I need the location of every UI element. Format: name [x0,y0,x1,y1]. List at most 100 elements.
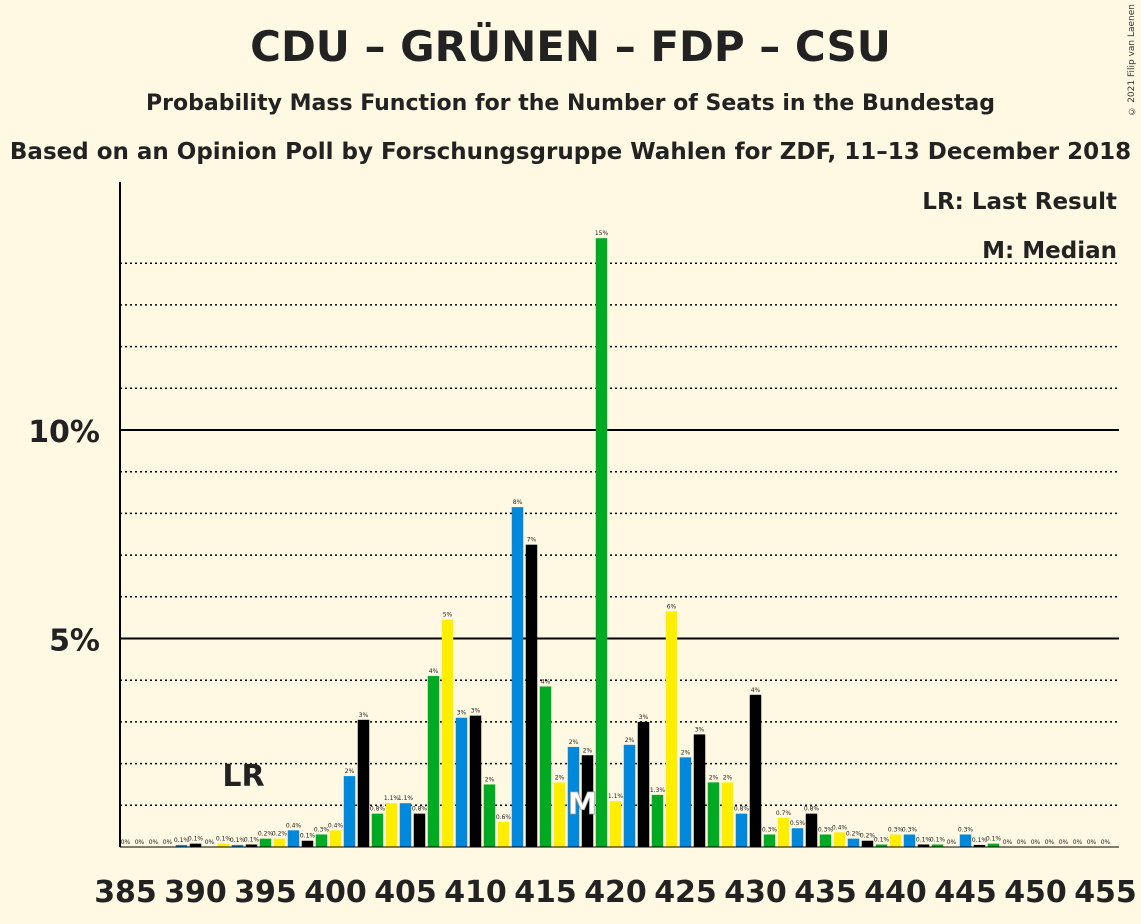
x-tick-label: 415 [514,875,577,910]
bar-seat-422 [637,721,650,847]
axes: 5%10%385 390 395 400 405 410 415 420 425 430 435 44… [28,182,1137,910]
bar-seat-431 [763,834,776,847]
x-tick-label: 425 [654,875,717,910]
bar-seat-392 [217,843,230,847]
value-label-seat-436: 0.4% [832,824,848,831]
value-label-seat-387: 0% [149,839,159,846]
bar-seat-413 [511,507,524,847]
x-tick-label: 430 [724,875,787,910]
bar-seat-421 [623,744,636,847]
value-label-seat-439: 0.1% [874,836,890,843]
bar-seat-393 [231,844,244,847]
value-label-seat-452: 0% [1059,839,1069,846]
value-label-seat-418: 2% [583,747,593,754]
value-label-seat-394: 0.1% [244,836,260,843]
value-label-seat-447: 0.1% [986,836,1002,843]
value-label-seat-388: 0% [163,839,173,846]
value-label-seat-446: 0.1% [972,837,988,844]
value-label-seat-385: 0% [121,839,131,846]
x-tick-label: 435 [794,875,857,910]
bar-seat-409 [455,717,468,847]
bar-seat-403 [371,813,384,847]
value-label-seat-415: 4% [541,678,551,685]
value-label-seat-412: 0.6% [496,814,512,821]
bar-seat-394 [245,844,258,847]
bar-seat-406 [413,813,426,847]
bar-seat-417 [567,746,580,847]
value-label-seat-453: 0% [1073,839,1083,846]
value-label-seat-419: 15% [595,230,609,237]
bar-seat-433 [791,828,804,847]
bar-seat-402 [357,719,370,847]
value-label-seat-424: 6% [667,603,677,610]
value-label-seat-400: 0.4% [328,822,344,829]
bar-seat-442 [917,844,930,847]
value-label-seat-431: 0.3% [762,826,778,833]
value-label-seat-440: 0.3% [888,826,904,833]
value-label-seat-416: 2% [555,774,565,781]
value-label-seat-442: 0.1% [916,836,932,843]
value-label-seat-427: 2% [709,774,719,781]
bar-seat-445 [959,834,972,847]
bar-seat-427 [707,782,720,847]
value-label-seat-421: 2% [625,737,635,744]
value-label-seat-410: 3% [471,708,481,715]
x-tick-label: 455 [1074,875,1137,910]
value-label-seat-403: 0.8% [370,806,386,813]
bar-seat-396 [273,838,286,847]
bar-seat-429 [735,813,748,847]
value-label-seat-425: 2% [681,749,691,756]
bar-seat-447 [987,843,1000,847]
legend-median: M: Median [982,238,1117,264]
bar-seat-404 [385,803,398,847]
value-label-seat-449: 0% [1017,839,1027,846]
value-label-seat-450: 0% [1031,839,1041,846]
value-label-seat-430: 4% [751,687,761,694]
bar-seat-435 [819,834,832,847]
bar-seat-423 [651,794,664,847]
bar-seat-400 [329,830,342,847]
bar-seat-389 [175,844,188,847]
bar-seat-443 [931,844,944,847]
value-label-seat-391: 0% [205,839,215,846]
value-label-seat-454: 0% [1087,839,1097,846]
bar-seat-390 [189,843,202,847]
bar-seat-418 [581,755,594,847]
y-tick-label: 5% [49,624,100,659]
value-label-seat-428: 2% [723,774,733,781]
bar-seat-399 [315,834,328,847]
value-label-seat-397: 0.4% [286,822,302,829]
bar-seat-446 [973,844,986,847]
value-label-seat-409: 3% [457,710,467,717]
value-label-seat-432: 0.7% [776,810,792,817]
bar-seat-438 [861,840,874,847]
value-label-seat-441: 0.3% [902,826,918,833]
value-label-seat-445: 0.3% [958,826,974,833]
value-label-seat-405: 1.1% [398,795,414,802]
value-label-seat-426: 3% [695,726,705,733]
x-tick-label: 390 [164,875,227,910]
value-label-seat-386: 0% [135,839,145,846]
value-label-seat-417: 2% [569,739,579,746]
value-label-seat-444: 0% [947,839,957,846]
bar-seat-428 [721,782,734,847]
value-label-seat-429: 0.8% [734,806,750,813]
value-label-seat-402: 3% [359,712,369,719]
bar-seat-432 [777,817,790,847]
value-label-seat-407: 4% [429,668,439,675]
value-label-seat-423: 1.3% [650,787,666,794]
bar-seat-430 [749,694,762,847]
chart-title: CDU – GRÜNEN – FDP – CSU [250,22,891,71]
x-tick-label: 420 [584,875,647,910]
bar-seat-426 [693,734,706,847]
value-label-seat-396: 0.2% [272,831,288,838]
bar-seat-439 [875,844,888,847]
y-tick-label: 10% [28,415,100,450]
value-label-seat-448: 0% [1003,839,1013,846]
x-tick-label: 395 [234,875,297,910]
bar-seat-395 [259,838,272,847]
bar-seat-407 [427,676,440,847]
value-label-seat-392: 0.1% [216,836,232,843]
value-label-seat-435: 0.3% [818,826,834,833]
